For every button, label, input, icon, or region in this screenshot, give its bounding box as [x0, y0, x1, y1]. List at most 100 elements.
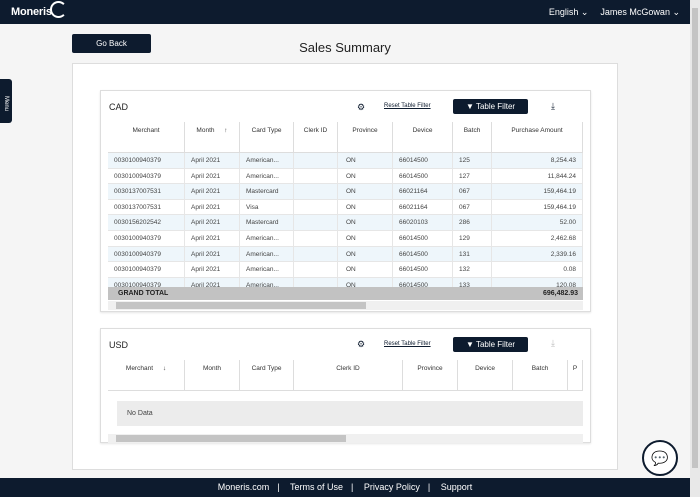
cell-batch: 132	[453, 262, 492, 278]
table-row[interactable]: 0030100940379 April 2021 American... ON 6601…	[108, 168, 583, 185]
cell-card-type: Mastercard	[240, 215, 294, 231]
cell-province: ON	[338, 168, 393, 184]
cell-province: ON	[338, 184, 393, 200]
cell-device: 66014500	[393, 153, 453, 168]
column-header-batch[interactable]: Batch	[453, 122, 492, 153]
column-header-province[interactable]: Province	[403, 360, 458, 391]
column-header-card-type[interactable]: Card Type	[240, 122, 294, 153]
table-row[interactable]: 0030156202542 April 2021 Mastercard ON 66020…	[108, 215, 583, 231]
go-back-button[interactable]: Go Back	[72, 34, 151, 53]
column-header-clerk-id[interactable]: Clerk ID	[294, 360, 403, 391]
cell-month: April 2021	[185, 153, 240, 168]
table-row[interactable]: 0030137007531 April 2021 Visa ON 66021164 067…	[108, 199, 583, 216]
column-header-card-type[interactable]: Card Type	[240, 360, 294, 391]
grand-total-row: GRAND TOTAL 696,482.93	[108, 287, 583, 300]
cell-clerk-id	[294, 215, 338, 231]
moneris-logo[interactable]: Moneris	[11, 6, 52, 18]
page-scrollbar-thumb[interactable]	[692, 8, 698, 468]
cell-clerk-id	[294, 262, 338, 278]
language-dropdown[interactable]: English ⌄	[548, 7, 589, 17]
cell-province: ON	[338, 215, 393, 231]
column-header-month[interactable]: Month ↑	[185, 122, 240, 153]
cell-batch: 067	[453, 199, 492, 215]
footer-link-support[interactable]: Support	[440, 482, 473, 492]
column-header-merchant[interactable]: Merchant ↓	[108, 360, 185, 391]
table-row[interactable]: 0030100940379 April 2021 American... ON 6601…	[108, 262, 583, 278]
cell-province: ON	[338, 153, 393, 168]
cell-purchase-amount: 159,464.19	[492, 184, 583, 200]
column-header-device[interactable]: Device	[393, 122, 453, 153]
cell-card-type: American...	[240, 168, 294, 184]
cell-clerk-id	[294, 277, 338, 287]
cell-month: April 2021	[185, 184, 240, 200]
cell-month: April 2021	[185, 215, 240, 231]
cell-clerk-id	[294, 199, 338, 215]
table-row[interactable]: 0030100940379 April 2021 American... ON 6601…	[108, 277, 583, 287]
reset-table-filter-link[interactable]: Reset Table Filter	[384, 341, 431, 347]
cell-month: April 2021	[185, 231, 240, 246]
cell-month: April 2021	[185, 262, 240, 278]
footer-link-terms[interactable]: Terms of Use	[289, 482, 343, 492]
cell-merchant: 0030100940379	[108, 168, 185, 184]
no-data-message: No Data	[117, 401, 583, 426]
cell-province: ON	[338, 246, 393, 262]
filter-icon: ▼	[465, 340, 476, 349]
cell-card-type: American...	[240, 262, 294, 278]
column-header-batch[interactable]: Batch	[513, 360, 568, 391]
table-row[interactable]: 0030100940379 April 2021 American... ON 6601…	[108, 246, 583, 263]
cad-horizontal-scrollbar[interactable]	[108, 301, 583, 310]
column-header-purchase-amount[interactable]: Purchase Amount	[492, 122, 583, 153]
cell-purchase-amount: 120.08	[492, 277, 583, 287]
cell-card-type: American...	[240, 246, 294, 262]
cell-batch: 133	[453, 277, 492, 287]
user-dropdown[interactable]: James McGowan ⌄	[600, 7, 680, 17]
chat-icon: 💬	[651, 450, 669, 466]
cad-panel: CAD ⚙ Reset Table Filter ▼ Table Filter …	[100, 90, 591, 312]
footer-link-moneris[interactable]: Moneris.com	[217, 482, 270, 492]
sort-arrow-icon[interactable]: ↓	[161, 365, 167, 372]
cell-batch: 127	[453, 168, 492, 184]
usd-table: Merchant ↓ Month Card Type Clerk ID Province…	[108, 360, 583, 392]
cell-province: ON	[338, 231, 393, 246]
moneris-logo-icon	[50, 1, 67, 18]
table-row[interactable]: 0030100940379 April 2021 American... ON 6601…	[108, 153, 583, 169]
cell-device: 66014500	[393, 246, 453, 262]
reset-table-filter-link[interactable]: Reset Table Filter	[384, 103, 431, 109]
table-row[interactable]: 0030137007531 April 2021 Mastercard ON 66021…	[108, 184, 583, 200]
footer-link-privacy[interactable]: Privacy Policy	[363, 482, 420, 492]
column-header-merchant[interactable]: Merchant	[108, 122, 185, 153]
download-icon[interactable]: ⤓	[551, 101, 555, 111]
cell-month: April 2021	[185, 199, 240, 215]
column-header-device[interactable]: Device	[458, 360, 513, 391]
cell-month: April 2021	[185, 246, 240, 262]
cell-purchase-amount: 8,254.43	[492, 153, 583, 168]
cell-merchant: 0030100940379	[108, 262, 185, 278]
cell-province: ON	[338, 262, 393, 278]
cell-device: 66020103	[393, 215, 453, 231]
cell-device: 66014500	[393, 168, 453, 184]
sort-arrow-icon[interactable]: ↑	[222, 127, 228, 134]
usd-horizontal-scrollbar[interactable]	[108, 434, 583, 443]
cell-purchase-amount: 52.00	[492, 215, 583, 231]
cell-device: 66014500	[393, 277, 453, 287]
cell-card-type: American...	[240, 153, 294, 168]
column-header-clerk-id[interactable]: Clerk ID	[294, 122, 338, 153]
settings-gears-icon[interactable]: ⚙	[357, 102, 366, 112]
usd-panel: USD ⚙ Reset Table Filter ▼ Table Filter …	[100, 328, 591, 443]
cell-card-type: Visa	[240, 199, 294, 215]
side-menu-tab[interactable]: Menu	[0, 79, 12, 123]
cad-table: Merchant Month ↑ Card Type Clerk ID Province…	[108, 122, 583, 287]
table-filter-button[interactable]: ▼ Table Filter	[453, 337, 528, 352]
cell-merchant: 0030100940379	[108, 153, 185, 168]
footer: Moneris.com | Terms of Use | Privacy Polic…	[0, 478, 690, 497]
table-filter-button[interactable]: ▼ Table Filter	[453, 99, 528, 114]
settings-gears-icon[interactable]: ⚙	[357, 339, 366, 349]
chat-button[interactable]: 💬	[642, 440, 678, 476]
column-header-province[interactable]: Province	[338, 122, 393, 153]
cell-province: ON	[338, 199, 393, 215]
column-header-month[interactable]: Month	[185, 360, 240, 391]
table-row[interactable]: 0030100940379 April 2021 American... ON 6601…	[108, 231, 583, 247]
usd-title: USD	[109, 340, 129, 350]
column-header-p[interactable]: P	[568, 360, 583, 391]
cell-card-type: American...	[240, 231, 294, 246]
